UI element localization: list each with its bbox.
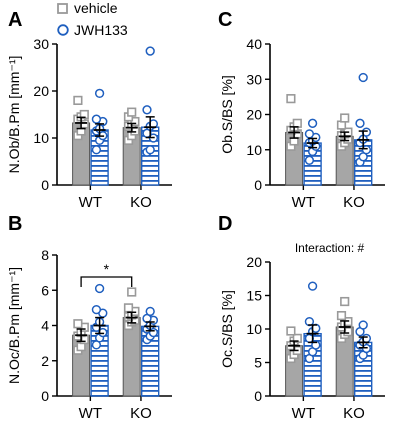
data-point [142, 105, 152, 115]
x-tick-label: KO [130, 405, 152, 422]
data-point [304, 129, 315, 139]
y-tick-label: 40 [246, 36, 262, 52]
y-axis-label: N.Oc/B.Pm [mm⁻¹] [6, 267, 22, 384]
data-point [145, 145, 155, 155]
y-tick-label: 15 [246, 288, 262, 304]
annotation: Interaction: # [295, 241, 365, 255]
x-tick-label: WT [292, 194, 315, 211]
y-tick-label: 10 [246, 321, 262, 337]
data-point [79, 109, 89, 120]
data-point [340, 113, 350, 123]
y-tick-label: 30 [246, 71, 262, 87]
x-tick-label: KO [343, 194, 365, 211]
y-tick-label: 10 [33, 130, 49, 146]
data-point [292, 118, 302, 128]
data-point [145, 306, 155, 317]
panel-c: C Ob.S/BS [%] 0 10 20 30 40 WT KO [218, 9, 385, 211]
data-point [286, 326, 296, 336]
y-tick-label: 6 [41, 282, 49, 298]
y-axis-label: Oc.S/BS [%] [219, 290, 235, 368]
y-tick-label: 20 [246, 107, 262, 123]
data-point [355, 118, 365, 128]
panel-a: A N.Ob/B.Pm [mm⁻¹] 0 10 20 30 WT KO [6, 9, 172, 211]
data-point [127, 107, 137, 117]
legend-entry-vehicle: vehicle [57, 0, 118, 16]
data-point [292, 333, 302, 343]
x-tick-label: KO [130, 194, 152, 211]
legend-label-vehicle: vehicle [74, 0, 118, 16]
significance-bracket [80, 276, 133, 287]
panel-d: D Oc.S/BS [%] Interaction: # 0 5 10 15 20 WT KO [218, 213, 385, 422]
data-point [73, 95, 83, 105]
y-tick-label: 20 [246, 254, 262, 270]
x-tick-label: WT [79, 194, 102, 211]
data-point [358, 320, 368, 330]
legend-entry-jwh133: JWH133 [57, 22, 128, 38]
data-point [91, 145, 102, 155]
data-point [307, 281, 318, 291]
panel-letter: A [8, 9, 22, 31]
data-point [130, 116, 140, 127]
data-point [336, 310, 347, 321]
x-tick-label: WT [292, 405, 315, 422]
y-axis-label: Ob.S/BS [%] [219, 75, 235, 154]
panel-b: B N.Oc/B.Pm [mm⁻¹] 0 2 4 6 8 WT KO * [6, 213, 172, 422]
legend-label-jwh133: JWH133 [74, 22, 128, 38]
legend: vehicle JWH133 [57, 0, 128, 38]
y-tick-label: 0 [254, 177, 262, 193]
data-point [145, 46, 155, 56]
panel-letter: B [8, 213, 22, 235]
y-tick-label: 30 [33, 36, 49, 52]
y-axis-label: N.Ob/B.Pm [mm⁻¹] [6, 56, 22, 174]
data-point [304, 155, 315, 165]
data-point [123, 303, 134, 313]
x-tick-label: WT [79, 405, 102, 422]
data-point [361, 145, 372, 155]
legend-circle-icon [57, 24, 69, 36]
y-tick-label: 0 [41, 177, 49, 193]
data-point [94, 283, 105, 294]
y-tick-label: 10 [246, 142, 262, 158]
data-point [358, 72, 368, 83]
y-tick-label: 2 [41, 353, 49, 369]
y-tick-label: 0 [254, 388, 262, 404]
panel-letter: D [218, 213, 232, 235]
data-point [91, 114, 102, 124]
data-point [307, 118, 318, 128]
data-point [286, 94, 296, 104]
x-tick-label: KO [343, 405, 365, 422]
data-point [127, 287, 137, 297]
y-tick-label: 0 [41, 388, 49, 404]
data-point [340, 296, 350, 307]
y-tick-label: 20 [33, 83, 49, 99]
legend-square-icon [57, 3, 68, 14]
data-point [94, 88, 105, 98]
data-point [73, 319, 83, 329]
significance-label: * [104, 261, 110, 277]
data-point [91, 304, 102, 315]
y-tick-label: 4 [41, 318, 49, 334]
panel-letter: C [218, 9, 232, 31]
y-tick-label: 8 [41, 247, 49, 263]
y-tick-label: 5 [254, 355, 262, 371]
